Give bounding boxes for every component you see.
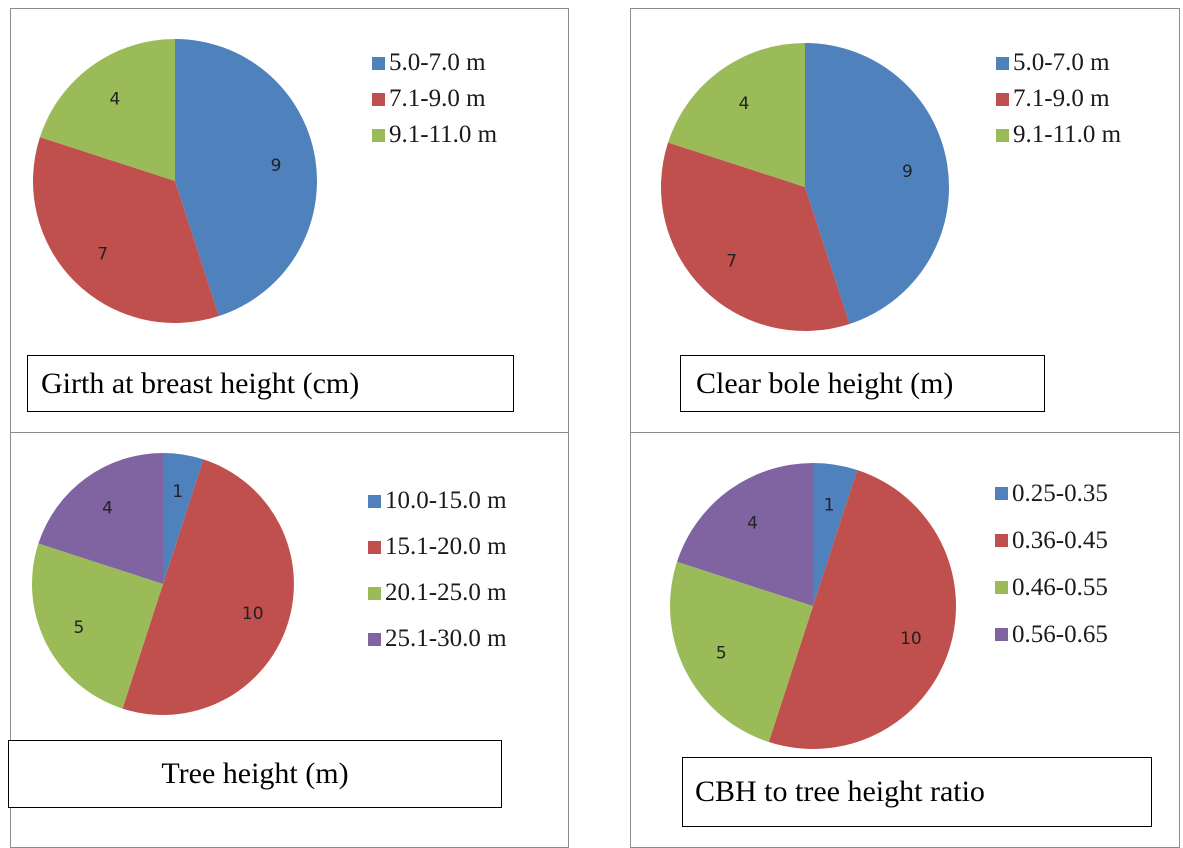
slice-value-label: 5 (716, 644, 727, 664)
legend-swatch (368, 494, 381, 508)
slice-value-label: 7 (726, 251, 737, 271)
slice-value-label: 1 (824, 495, 835, 515)
pie-slice (805, 43, 949, 324)
legend-tree-height: 10.0-15.0 m 15.1-20.0 m 20.1-25.0 m 25.1-30… (368, 478, 507, 662)
legend-item: 10.0-15.0 m (368, 478, 507, 524)
legend-label: 25.1-30.0 m (385, 625, 507, 652)
chart-title-clear-bole: Clear bole height (m) (680, 355, 1045, 412)
legend-label: 0.25-0.35 (1012, 479, 1108, 507)
legend-swatch (995, 534, 1008, 547)
legend-swatch (372, 92, 385, 106)
chart-title-tree-height: Tree height (m) (8, 740, 502, 808)
slice-value-label: 4 (109, 89, 120, 109)
legend-swatch (372, 56, 385, 70)
slice-value-label: 4 (739, 94, 750, 114)
slice-value-label: 10 (900, 629, 922, 649)
pie-slice (32, 543, 163, 709)
legend-item: 7.1-9.0 m (996, 81, 1121, 117)
legend-label: 5.0-7.0 m (389, 49, 486, 76)
legend-swatch (372, 128, 385, 142)
legend-item: 7.1-9.0 m (372, 81, 497, 117)
legend-swatch (368, 540, 381, 554)
legend-item: 5.0-7.0 m (372, 45, 497, 81)
legend-label: 5.0-7.0 m (1013, 49, 1110, 76)
legend-clear-bole: 5.0-7.0 m 7.1-9.0 m 9.1-11.0 m (996, 45, 1121, 153)
legend-item: 9.1-11.0 m (372, 117, 497, 153)
slice-value-label: 1 (172, 482, 183, 502)
legend-label: 9.1-11.0 m (1013, 121, 1122, 148)
legend-item: 9.1-11.0 m (996, 117, 1121, 153)
legend-swatch (996, 128, 1009, 142)
legend-swatch (996, 92, 1009, 106)
legend-swatch (995, 487, 1008, 500)
legend-item: 25.1-30.0 m (368, 616, 507, 662)
legend-label: 9.1-11.0 m (389, 121, 498, 148)
pie-slice (175, 39, 317, 317)
pie-slice (39, 39, 175, 181)
slice-value-label: 7 (97, 244, 108, 264)
slice-value-label: 9 (902, 162, 913, 182)
legend-label: 0.36-0.45 (1012, 526, 1108, 554)
legend-label: 20.1-25.0 m (385, 579, 507, 606)
legend-swatch (996, 56, 1009, 70)
legend-cbh-ratio: 0.25-0.35 0.36-0.45 0.46-0.55 0.56-0.65 (995, 470, 1108, 658)
legend-swatch (995, 581, 1008, 594)
chart-title-cbh-ratio: CBH to tree height ratio (682, 757, 1152, 827)
legend-label: 7.1-9.0 m (1013, 85, 1110, 112)
legend-girth: 5.0-7.0 m 7.1-9.0 m 9.1-11.0 m (372, 45, 497, 153)
pie-slice (32, 137, 219, 324)
legend-label: 0.46-0.55 (1012, 573, 1108, 601)
chart-title-girth: Girth at breast height (cm) (27, 355, 514, 412)
legend-swatch (995, 628, 1008, 641)
legend-label: 10.0-15.0 m (385, 487, 507, 514)
pie-slice (122, 459, 294, 715)
slice-value-label: 4 (102, 499, 113, 519)
pie-slice (668, 43, 805, 187)
legend-item: 0.56-0.65 (995, 611, 1108, 658)
legend-item: 5.0-7.0 m (996, 45, 1121, 81)
pie-slice (38, 453, 163, 584)
slice-value-label: 4 (747, 514, 758, 534)
slice-value-label: 5 (74, 618, 85, 638)
legend-swatch (368, 632, 381, 646)
pie-slice (676, 463, 813, 606)
legend-label: 15.1-20.0 m (385, 533, 507, 560)
legend-swatch (368, 586, 381, 600)
pie-slice (670, 561, 813, 743)
slice-value-label: 10 (242, 604, 264, 624)
pie-slice (813, 463, 858, 606)
legend-label: 0.56-0.65 (1012, 620, 1108, 648)
pie-slice (660, 142, 850, 332)
legend-item: 20.1-25.0 m (368, 570, 507, 616)
pie-slice (768, 469, 956, 749)
legend-item: 0.25-0.35 (995, 470, 1108, 517)
legend-item: 15.1-20.0 m (368, 524, 507, 570)
legend-item: 0.36-0.45 (995, 517, 1108, 564)
legend-label: 7.1-9.0 m (389, 85, 486, 112)
pie-slice (163, 453, 204, 584)
slice-value-label: 9 (271, 156, 282, 176)
legend-item: 0.46-0.55 (995, 564, 1108, 611)
